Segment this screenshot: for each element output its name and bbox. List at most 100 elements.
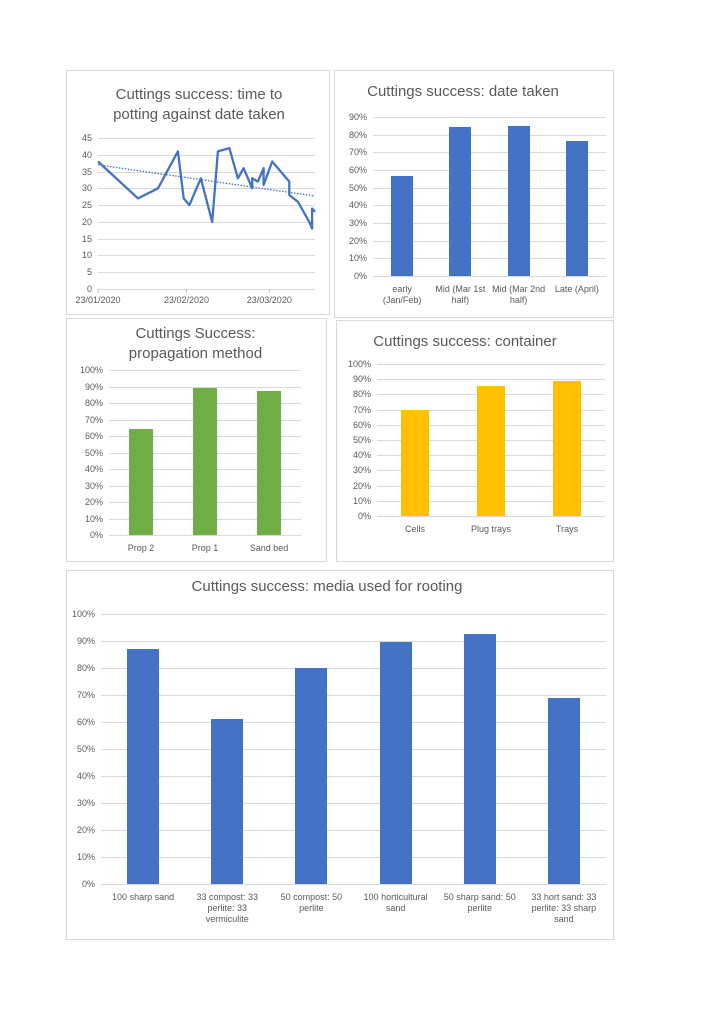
y-tick-label: 100%	[79, 365, 103, 375]
bar	[127, 649, 160, 884]
y-tick-label: 60%	[348, 165, 367, 175]
gridline	[101, 641, 606, 642]
y-tick-label: 90%	[352, 374, 371, 385]
gridline	[101, 722, 606, 723]
x-tick-label: Cells	[404, 524, 425, 534]
gridline	[101, 776, 606, 777]
gridline	[373, 241, 606, 242]
bar	[211, 719, 244, 884]
x-tick-label: Plug trays	[470, 524, 512, 534]
bar	[507, 125, 530, 276]
gridline	[101, 803, 606, 804]
x-tick-label: 100 sharp sand	[112, 892, 175, 902]
gridline	[109, 387, 301, 388]
y-tick-label: 10%	[348, 253, 367, 264]
y-tick-label: 40%	[76, 771, 95, 781]
gridline	[98, 205, 315, 206]
y-tick-label: 0%	[357, 511, 371, 521]
chart-title: Cuttings success: time to potting agains…	[67, 85, 331, 125]
y-tick-label: 60%	[84, 431, 103, 441]
gridline	[101, 668, 606, 669]
y-tick-label: 10%	[76, 852, 95, 862]
gridline	[373, 205, 606, 206]
bar	[391, 176, 414, 276]
y-tick-label: 40%	[352, 450, 371, 461]
x-tick-label: Prop 2	[127, 543, 155, 553]
y-tick-label: 80%	[76, 663, 95, 673]
gridline	[98, 239, 315, 240]
gridline	[98, 272, 315, 273]
gridline	[101, 749, 606, 750]
x-tick-label: 50 sharp sand: 50 perlite	[443, 892, 516, 913]
y-tick-label: 60%	[76, 717, 95, 727]
y-tick-label: 0%	[89, 530, 103, 540]
y-tick-label: 60%	[352, 419, 371, 430]
chart-title: Cuttings success: media used for rooting	[67, 577, 587, 597]
gridline	[98, 138, 315, 139]
gridline	[109, 370, 301, 371]
gridline	[101, 830, 606, 831]
gridline	[373, 117, 606, 118]
x-tick-label: 33 hort sand: 33 perlite: 33 sharp sand	[531, 892, 597, 924]
chart-container: Cuttings success: container 0% 10% 20% 30% 4…	[336, 320, 614, 562]
title-line: Cuttings success: container	[373, 333, 557, 350]
y-tick-label: 45	[81, 133, 92, 143]
bar	[128, 429, 154, 535]
y-tick-label: 10%	[352, 495, 371, 506]
title-line: Cuttings Success:	[135, 325, 256, 342]
gridline	[98, 289, 315, 290]
y-tick-label: 100%	[347, 359, 371, 369]
y-tick-label: 0%	[353, 271, 367, 281]
y-tick-label: 30	[81, 183, 92, 194]
bar	[449, 126, 472, 276]
bar	[256, 391, 282, 535]
chart-media: Cuttings success: media used for rooting…	[66, 570, 614, 940]
x-tick-label: 50 compost: 50 perlite	[280, 892, 343, 913]
gridline	[373, 152, 606, 153]
title-line: potting against date taken	[113, 106, 285, 123]
y-tick-label: 50%	[84, 447, 103, 458]
gridline	[101, 614, 606, 615]
y-tick-label: 10%	[84, 513, 103, 524]
gridline	[98, 255, 315, 256]
y-tick-label: 80%	[348, 129, 367, 140]
y-tick-label: 0	[86, 284, 92, 294]
gridline	[98, 188, 315, 189]
gridline	[373, 188, 606, 189]
gridline	[98, 155, 315, 156]
x-tick-label: 100 horticultural sand	[363, 892, 428, 913]
y-tick-label: 30%	[348, 218, 367, 228]
x-tick-label: early (Jan/Feb)	[382, 284, 422, 305]
y-tick-label: 90%	[76, 636, 95, 646]
y-tick-label: 30%	[84, 480, 103, 491]
x-tick-label: 23/03/2020	[246, 295, 292, 305]
y-tick-label: 30%	[352, 465, 371, 476]
trendline	[97, 164, 316, 197]
y-tick-label: 70%	[352, 404, 371, 415]
gridline	[377, 364, 605, 365]
y-tick-label: 20%	[352, 480, 371, 491]
y-tick-label: 20%	[84, 497, 103, 507]
x-tick-label: Prop 1	[191, 543, 219, 553]
gridline	[373, 170, 606, 171]
gridline	[98, 172, 315, 173]
x-tick-label: Mid (Mar 2nd half)	[492, 284, 546, 305]
chart-date-taken: Cuttings success: date taken 0% 10% 20% 30%…	[334, 70, 614, 318]
y-tick-label: 50%	[76, 744, 95, 754]
gridline	[109, 535, 301, 536]
y-tick-label: 100%	[71, 609, 95, 619]
y-tick-label: 20%	[348, 235, 367, 246]
chart-title: Cuttings success: date taken	[335, 82, 591, 102]
chart-propagation-method: Cuttings Success: propagation method 0% 1…	[66, 318, 327, 562]
x-tick-label: 33 compost: 33 perlite: 33 vermiculite	[196, 892, 258, 924]
y-tick-label: 20	[81, 216, 92, 227]
x-tick-label: Trays	[555, 524, 579, 534]
gridline	[101, 695, 606, 696]
y-tick-label: 40%	[84, 464, 103, 474]
bar	[192, 388, 218, 535]
y-tick-label: 5	[86, 267, 92, 278]
gridline	[101, 884, 606, 885]
gridline	[377, 379, 605, 380]
y-tick-label: 90%	[348, 112, 367, 122]
y-tick-label: 40%	[348, 200, 367, 211]
